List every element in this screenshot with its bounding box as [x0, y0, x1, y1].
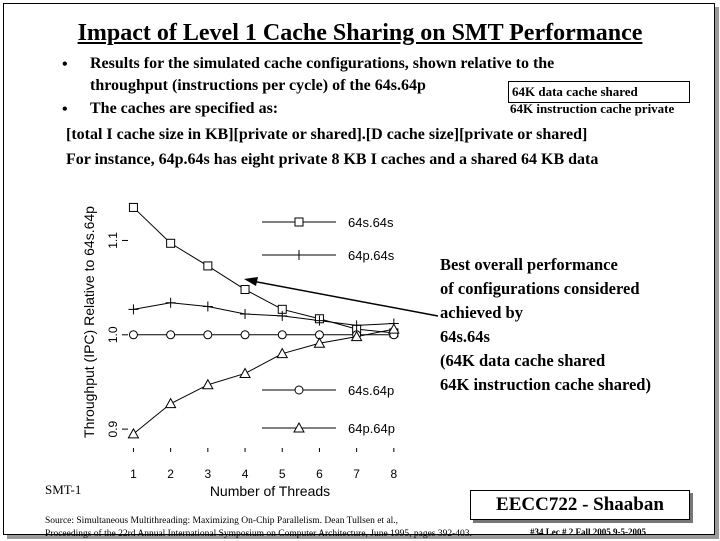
legend-marker-64p-64p: [293, 421, 305, 433]
data-point-64p-64s: [351, 320, 362, 331]
bullet-dot: •: [62, 101, 68, 118]
spec-line: [total I cache size in KB][private or sh…: [66, 126, 588, 143]
annotation-arrow: [251, 280, 439, 317]
slide-footer: #34 Lec # 2 Fall 2005 9-5-2005: [530, 527, 646, 537]
series-line-64p-64s: [133, 302, 394, 326]
data-point-64p-64s: [277, 310, 288, 321]
x-tick-label: 5: [279, 467, 286, 481]
x-tick-label: 8: [390, 467, 397, 481]
data-point-64s-64s: [166, 238, 176, 248]
example-line: For instance, 64p.64s has eight private …: [66, 151, 599, 168]
legend-label-64p-64p: 64p.64p: [348, 421, 395, 436]
data-point-64s-64s: [128, 202, 138, 212]
annotation-text: Best overall performance of configuratio…: [440, 253, 651, 397]
data-point-64p-64p: [127, 427, 140, 439]
y-tick-label: 1.0: [106, 326, 120, 343]
x-axis-label: Number of Threads: [210, 483, 330, 499]
data-point-64p-64s: [165, 297, 176, 308]
legend-marker-64s-64p: [294, 385, 304, 395]
annotation-line: (64K data cache shared: [440, 351, 606, 370]
data-point-64s-64s: [240, 285, 250, 295]
data-point-64s-64p: [203, 330, 213, 340]
smt-label: SMT-1: [45, 482, 82, 497]
annotation-line: Best overall performance: [440, 255, 618, 274]
data-point-64p-64s: [240, 309, 251, 320]
legend-marker-64p-64s: [294, 250, 304, 260]
x-tick-label: 2: [167, 467, 174, 481]
bullet-dot: •: [62, 56, 68, 73]
data-point-64p-64p: [164, 397, 177, 409]
data-point-64p-64p: [276, 347, 289, 359]
annotation-line: 64s.64s: [440, 327, 490, 346]
data-point-64s-64p: [128, 330, 138, 340]
x-tick-label: 6: [316, 467, 323, 481]
series-line-64s-64s: [133, 207, 394, 334]
legend-label-64s-64s: 64s.64s: [348, 215, 394, 230]
source-citation: Source: Simultaneous Multithreading: Max…: [45, 515, 472, 541]
source-line1: Source: Simultaneous Multithreading: Max…: [45, 516, 399, 526]
data-point-64p-64p: [201, 378, 214, 390]
legend-marker-64s-64s: [294, 217, 304, 227]
x-tick-label: 3: [204, 467, 211, 481]
series-line-64p-64p: [133, 328, 394, 435]
y-tick-label: 1.1: [106, 232, 120, 249]
data-point-64p-64s: [128, 304, 139, 315]
annotation-arrowhead: [244, 277, 258, 286]
data-point-64p-64p: [350, 330, 363, 342]
x-tick-label: 4: [242, 467, 249, 481]
data-point-64s-64p: [166, 330, 176, 340]
bullet1-line1: Results for the simulated cache configur…: [90, 55, 555, 72]
slide-frame: [3, 3, 715, 535]
legend-label-64s-64p: 64s.64p: [348, 383, 394, 398]
callout-box-top: [508, 81, 690, 103]
data-point-64p-64p: [387, 323, 400, 334]
x-tick-label: 7: [353, 467, 360, 481]
bullet1-line2: throughput (instructions per cycle) of t…: [90, 77, 426, 94]
slide-title: Impact of Level 1 Cache Sharing on SMT P…: [77, 20, 643, 46]
annotation-line: achieved by: [440, 303, 523, 322]
x-tick-label: 1: [130, 467, 137, 481]
data-point-64p-64p: [239, 367, 251, 378]
data-point-64p-64s: [202, 301, 213, 312]
course-badge: EECC722 - Shaaban: [470, 490, 690, 520]
annotation-line: of configurations considered: [440, 279, 640, 298]
data-point-64s-64s: [203, 261, 213, 271]
data-point-64p-64s: [314, 315, 325, 326]
annotation-line: 64K instruction cache shared): [440, 375, 651, 394]
legend-label-64p-64s: 64p.64s: [348, 248, 395, 263]
source-line2: Proceedings of the 22rd Annual Internati…: [45, 529, 472, 539]
y-axis-label: Throughput (IPC) Relative to 64s.64p: [81, 206, 97, 438]
data-point-64p-64p: [313, 337, 326, 348]
callout-line1: 64K data cache shared: [512, 84, 638, 99]
callout-line2: 64K instruction cache private: [510, 101, 675, 116]
bullet2: The caches are specified as:: [90, 100, 279, 117]
data-point-64s-64p: [240, 330, 250, 340]
data-point-64s-64p: [277, 330, 287, 340]
y-tick-label: 0.9: [106, 420, 120, 437]
